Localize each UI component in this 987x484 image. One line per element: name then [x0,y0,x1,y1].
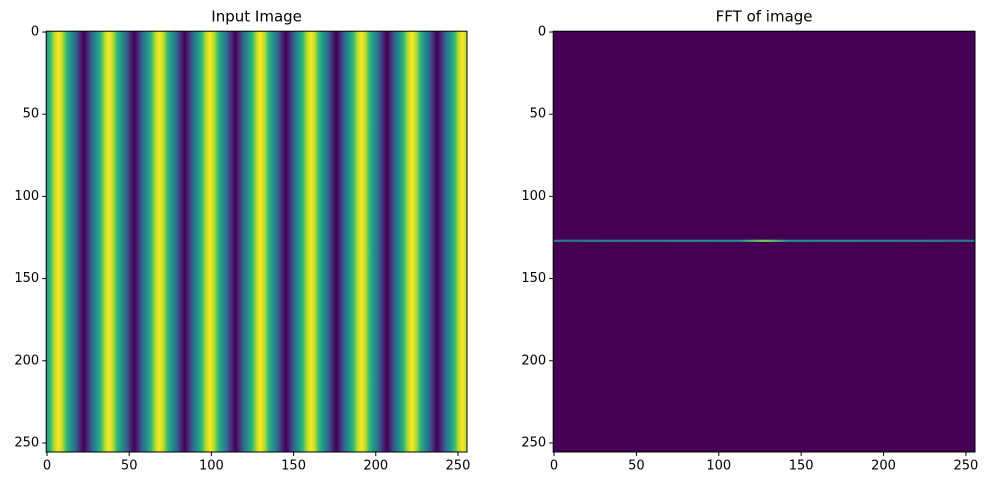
x-tick-label: 150 [789,459,814,474]
axes-frame [552,30,976,453]
y-tick-label: 250 [14,435,39,450]
x-tick-label: 250 [446,459,471,474]
y-tick-label: 0 [31,25,39,40]
fft-line [553,239,975,242]
image-pixels [46,31,467,452]
chart-title: Input Image [211,8,302,26]
y-tick-label: 100 [14,189,39,204]
x-tick-label: 100 [706,459,731,474]
y-tick-label: 200 [521,353,546,368]
x-tick-label: 250 [954,459,979,474]
x-tick-label: 0 [550,459,558,474]
y-tick-label: 50 [530,107,547,122]
chart-title: FFT of image [716,8,813,26]
y-tick-label: 150 [14,271,39,286]
x-tick-label: 200 [871,459,896,474]
x-tick-label: 50 [121,459,138,474]
y-tick-label: 100 [521,189,546,204]
x-tick-label: 150 [281,459,306,474]
y-tick-label: 150 [521,271,546,286]
x-tick-label: 0 [43,459,51,474]
x-tick-label: 100 [199,459,224,474]
y-tick-label: 50 [23,107,40,122]
y-tick-label: 200 [14,353,39,368]
y-tick-label: 0 [538,25,546,40]
x-tick-label: 200 [363,459,388,474]
axes-frame [45,30,468,453]
y-tick-label: 250 [521,435,546,450]
x-tick-label: 50 [628,459,645,474]
